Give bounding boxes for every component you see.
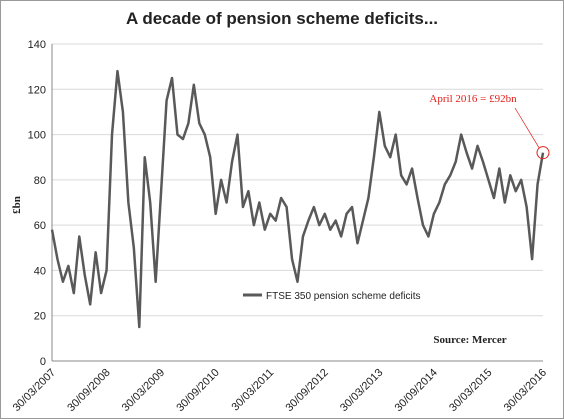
annotation-text: April 2016 = £92bn bbox=[429, 93, 517, 105]
y-tick-label: 140 bbox=[28, 39, 46, 51]
y-tick-label: 100 bbox=[28, 130, 46, 142]
y-axis-label: £bn bbox=[11, 196, 23, 214]
annotation-circle bbox=[536, 146, 550, 160]
y-tick-label: 80 bbox=[34, 175, 46, 187]
y-tick-label: 120 bbox=[28, 84, 46, 96]
y-tick-label: 0 bbox=[40, 356, 46, 368]
annotation-leader bbox=[514, 107, 540, 148]
y-tick-label: 60 bbox=[34, 220, 46, 232]
chart-title: A decade of pension scheme deficits... bbox=[126, 9, 438, 28]
source-note: Source: Mercer bbox=[433, 334, 506, 346]
legend-label: FTSE 350 pension scheme deficits bbox=[266, 291, 421, 302]
y-tick-label: 20 bbox=[34, 311, 46, 323]
data-line bbox=[50, 69, 545, 329]
y-tick-label: 40 bbox=[34, 265, 46, 277]
